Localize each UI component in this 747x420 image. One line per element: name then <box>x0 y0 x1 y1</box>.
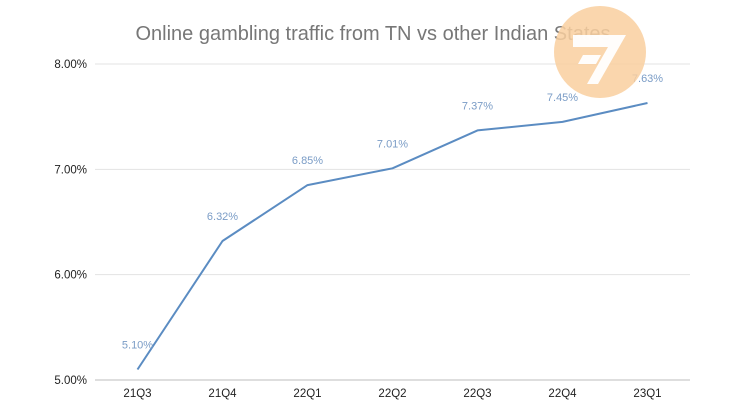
y-tick-label: 6.00% <box>54 270 87 282</box>
data-label: 6.85% <box>292 155 323 167</box>
data-label: 7.37% <box>462 100 493 112</box>
x-tick-label: 23Q1 <box>633 388 661 400</box>
x-tick-label: 22Q2 <box>378 388 406 400</box>
y-tick-label: 5.00% <box>54 375 87 387</box>
x-tick-label: 22Q4 <box>548 388 577 400</box>
data-label: 7.01% <box>377 138 408 150</box>
x-tick-label: 21Q3 <box>123 388 151 400</box>
chart-title: Online gambling traffic from TN vs other… <box>135 23 610 45</box>
data-label: 6.32% <box>207 211 238 223</box>
x-tick-label: 21Q4 <box>208 388 237 400</box>
seven-arrow-logo-icon <box>554 6 646 98</box>
data-label: 7.45% <box>547 92 578 104</box>
x-axis-tick-labels: 21Q3 21Q4 22Q1 22Q2 22Q3 22Q4 23Q1 <box>123 388 661 400</box>
data-label: 5.10% <box>122 339 153 351</box>
x-tick-label: 22Q3 <box>463 388 491 400</box>
data-labels: 5.10% 6.32% 6.85% 7.01% 7.37% 7.45% 7.63% <box>122 73 663 351</box>
data-label: 7.63% <box>632 73 663 85</box>
series-line <box>136 102 648 371</box>
series-line-group <box>136 102 648 371</box>
x-tick-label: 22Q1 <box>293 388 321 400</box>
y-tick-label: 7.00% <box>54 164 87 176</box>
y-tick-label: 8.00% <box>54 59 87 71</box>
y-axis-tick-labels: 5.00% 6.00% 7.00% 8.00% <box>54 59 87 387</box>
gridlines <box>95 63 690 381</box>
